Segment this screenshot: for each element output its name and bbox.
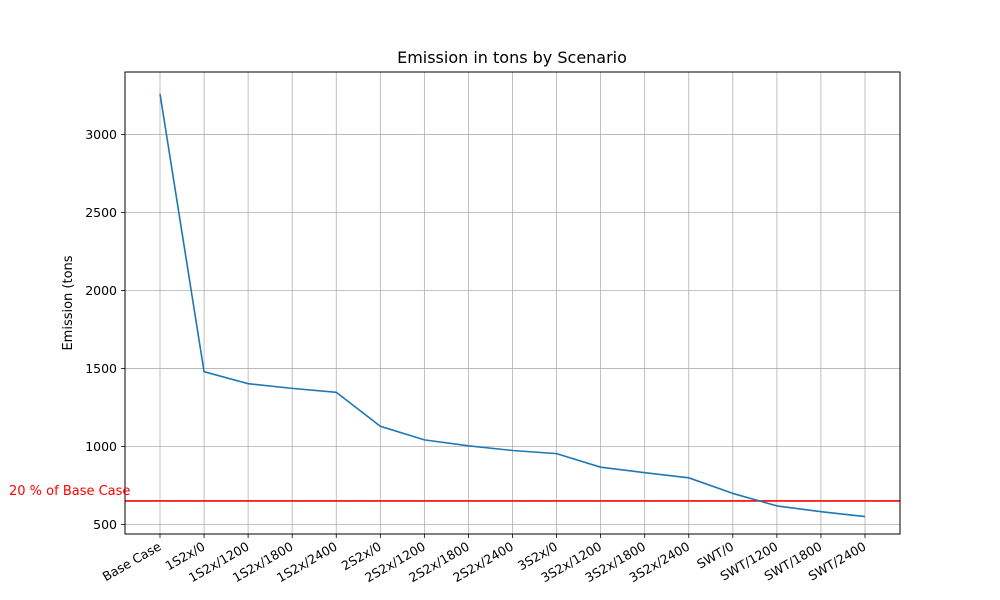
y-axis-label: Emission (tons bbox=[61, 255, 76, 350]
y-axis-ticks: 500 1000 1500 2000 2500 3000 bbox=[85, 127, 125, 532]
y-tick-label: 2000 bbox=[85, 283, 117, 298]
y-tick-label: 1000 bbox=[85, 439, 117, 454]
series-group bbox=[159, 93, 866, 518]
grid-lines bbox=[125, 72, 900, 534]
reference-line-label: 20 % of Base Case bbox=[9, 484, 130, 499]
y-tick-label: 2500 bbox=[85, 205, 117, 220]
chart-title: Emission in tons by Scenario bbox=[397, 48, 627, 67]
series-line bbox=[159, 93, 866, 518]
y-tick-label: 500 bbox=[93, 517, 117, 532]
x-axis-ticks: Base Case1S2x/01S2x/12001S2x/18001S2x/24… bbox=[100, 534, 869, 585]
x-tick-label: Base Case bbox=[100, 538, 164, 584]
y-tick-label: 3000 bbox=[85, 127, 117, 142]
y-tick-label: 1500 bbox=[85, 361, 117, 376]
